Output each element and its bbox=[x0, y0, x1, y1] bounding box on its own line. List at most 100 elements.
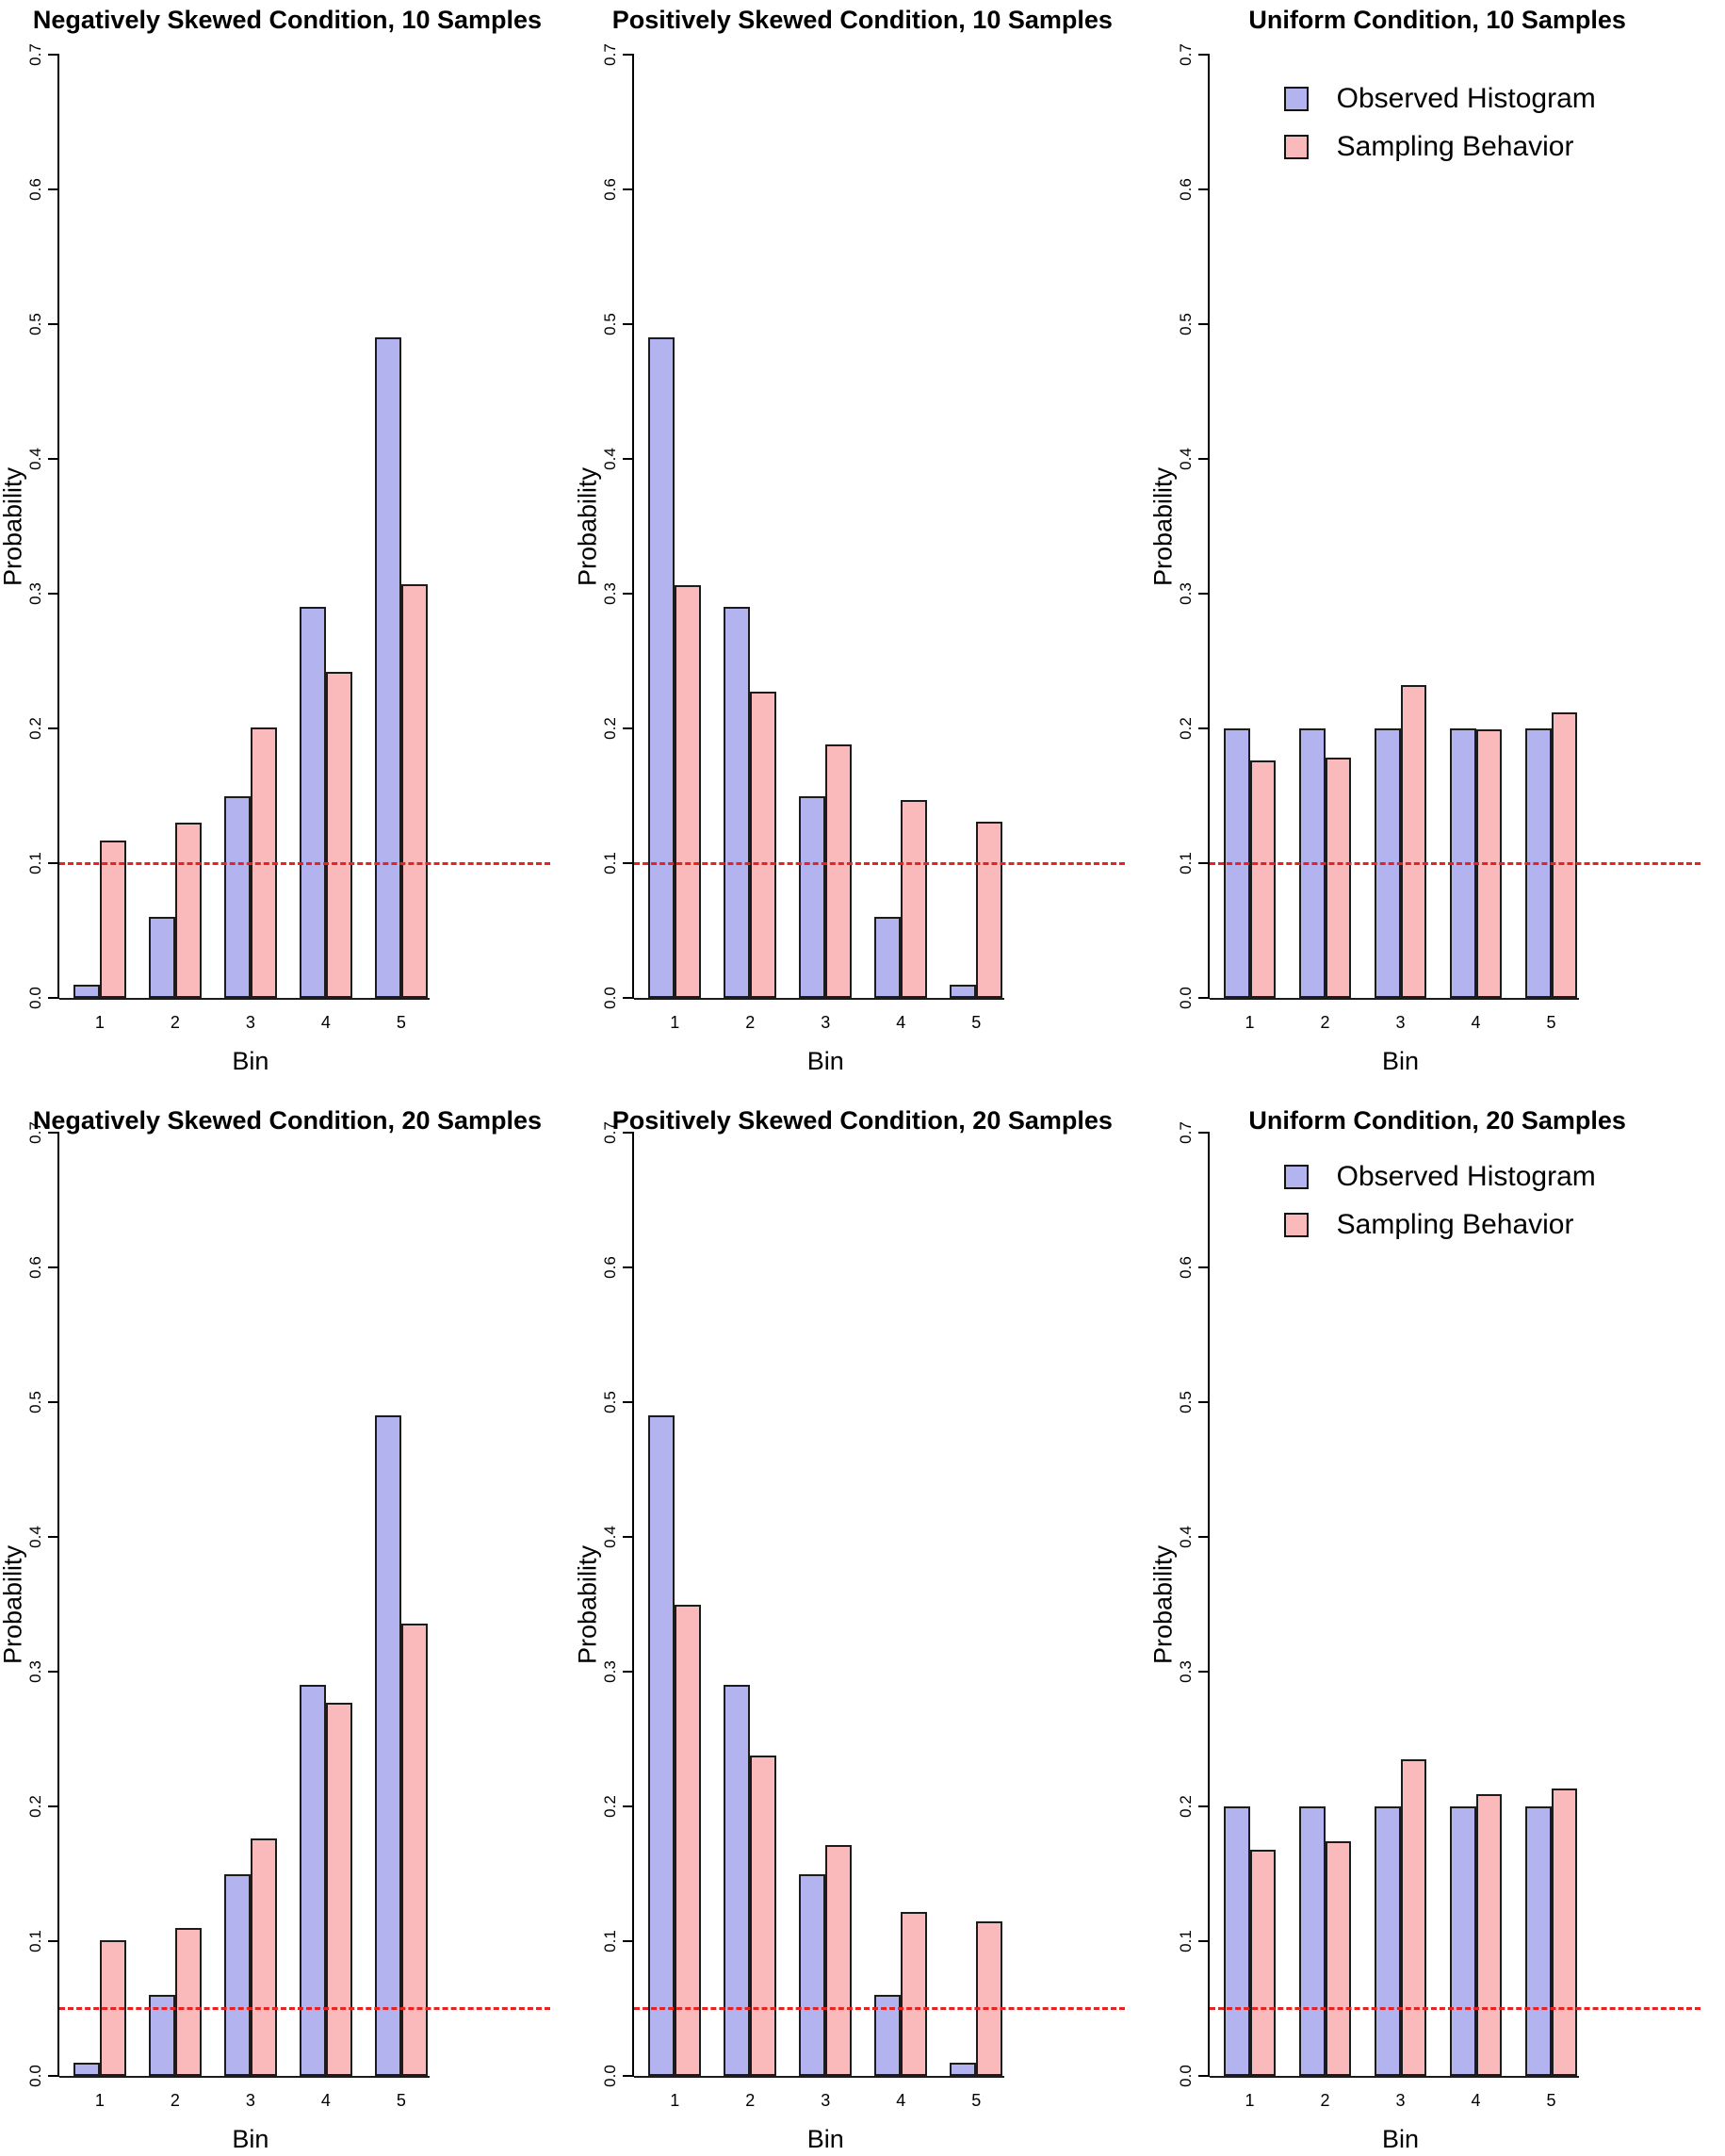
x-tick-label: 5 bbox=[1546, 2091, 1556, 2110]
x-baseline bbox=[1209, 998, 1580, 1000]
y-tick-label: 0.5 bbox=[601, 1391, 620, 1413]
y-tick-label: 0.5 bbox=[601, 313, 620, 335]
y-tick-label: 0.1 bbox=[26, 1930, 44, 1952]
bar-observed-bin1 bbox=[1223, 1806, 1250, 2076]
y-axis-tick bbox=[48, 188, 57, 190]
y-tick-label: 0.1 bbox=[1176, 852, 1195, 874]
y-axis-tick bbox=[623, 862, 633, 864]
reference-line bbox=[634, 861, 1126, 865]
y-axis-tick bbox=[623, 1266, 633, 1268]
bar-sampling-bin2 bbox=[174, 1927, 202, 2076]
y-axis-tick bbox=[48, 997, 57, 999]
y-axis-tick bbox=[1197, 1940, 1208, 1942]
y-axis-tick bbox=[1197, 1132, 1208, 1134]
x-baseline bbox=[59, 2076, 430, 2078]
bar-sampling-bin3 bbox=[825, 1845, 853, 2076]
x-tick-label: 4 bbox=[320, 1013, 331, 1032]
panel-title: Positively Skewed Condition, 10 Samples bbox=[611, 6, 1113, 34]
y-axis-tick bbox=[1197, 727, 1208, 729]
y-tick-label: 0.4 bbox=[601, 1526, 620, 1548]
bar-observed-bin1 bbox=[73, 2062, 100, 2076]
chart-panel-negatively-skewed-condition-10-samples: Negatively Skewed Condition, 10 Samples 0… bbox=[0, 0, 575, 1078]
x-tick-label: 1 bbox=[94, 2091, 105, 2110]
bar-observed-bin3 bbox=[799, 795, 826, 998]
y-axis-tick bbox=[1197, 323, 1208, 325]
x-tick-label: 5 bbox=[396, 1013, 406, 1032]
bar-sampling-bin2 bbox=[174, 823, 202, 998]
y-tick-label: 0.6 bbox=[26, 178, 44, 201]
y-tick-label: 0.5 bbox=[26, 1391, 44, 1413]
y-tick-label: 0.4 bbox=[601, 448, 620, 470]
bar-sampling-bin5 bbox=[1551, 1788, 1578, 2076]
y-axis-tick bbox=[1197, 188, 1208, 190]
y-tick-label: 0.4 bbox=[1176, 1526, 1195, 1548]
x-tick-label: 2 bbox=[170, 2091, 180, 2110]
panel-title: Negatively Skewed Condition, 10 Samples bbox=[32, 6, 543, 34]
x-tick-label: 2 bbox=[170, 1013, 180, 1032]
y-axis-label: Probability bbox=[1148, 466, 1178, 586]
x-tick-label: 3 bbox=[1395, 1013, 1406, 1032]
y-axis-tick bbox=[48, 1671, 57, 1673]
y-tick-label: 0.7 bbox=[1176, 43, 1195, 66]
x-tick-label: 5 bbox=[396, 2091, 406, 2110]
y-axis-tick bbox=[623, 727, 633, 729]
y-tick-label: 0.5 bbox=[1176, 1391, 1195, 1413]
x-tick-label: 1 bbox=[670, 2091, 680, 2110]
bar-observed-bin3 bbox=[224, 795, 251, 998]
bar-observed-bin2 bbox=[724, 1685, 751, 2076]
x-tick-label: 3 bbox=[245, 2091, 255, 2110]
bar-observed-bin3 bbox=[224, 1873, 251, 2076]
x-baseline bbox=[634, 998, 1005, 1000]
y-axis-line bbox=[632, 54, 635, 999]
y-axis-line bbox=[632, 1132, 635, 2077]
y-axis-label: Probability bbox=[573, 466, 602, 586]
panel-title: Uniform Condition, 20 Samples bbox=[1248, 1106, 1626, 1135]
x-axis-label: Bin bbox=[806, 1047, 844, 1075]
panel-title: Positively Skewed Condition, 20 Samples bbox=[611, 1106, 1113, 1135]
y-tick-label: 0.6 bbox=[601, 178, 620, 201]
bar-observed-bin4 bbox=[300, 607, 326, 998]
x-tick-label: 1 bbox=[94, 1013, 105, 1032]
bar-sampling-bin5 bbox=[976, 821, 1003, 998]
y-axis-tick bbox=[48, 323, 57, 325]
y-tick-label: 0.6 bbox=[1176, 178, 1195, 201]
x-tick-label: 3 bbox=[821, 1013, 831, 1032]
bar-observed-bin2 bbox=[1298, 1806, 1326, 2076]
y-tick-label: 0.2 bbox=[26, 717, 44, 740]
y-axis-tick bbox=[623, 1536, 633, 1538]
bar-sampling-bin2 bbox=[750, 1755, 777, 2076]
y-tick-label: 0.2 bbox=[601, 717, 620, 740]
x-baseline bbox=[634, 2076, 1005, 2078]
y-tick-label: 0.1 bbox=[1176, 1930, 1195, 1952]
y-axis-tick bbox=[1197, 862, 1208, 864]
y-axis-tick bbox=[48, 1132, 57, 1134]
panel-title: Uniform Condition, 10 Samples bbox=[1248, 6, 1626, 34]
legend-swatch-observed-histogram bbox=[1283, 87, 1309, 111]
y-tick-label: 0.4 bbox=[26, 448, 44, 470]
bar-sampling-bin2 bbox=[1325, 1841, 1352, 2076]
y-axis-tick bbox=[623, 1805, 633, 1807]
bar-observed-bin2 bbox=[149, 917, 175, 998]
y-axis-line bbox=[1207, 1132, 1210, 2077]
x-tick-label: 3 bbox=[245, 1013, 255, 1032]
x-tick-label: 4 bbox=[896, 1013, 906, 1032]
bar-sampling-bin1 bbox=[1249, 1849, 1277, 2076]
y-tick-label: 0.1 bbox=[601, 852, 620, 874]
x-tick-label: 1 bbox=[1245, 1013, 1255, 1032]
y-tick-label: 0.6 bbox=[1176, 1256, 1195, 1279]
y-tick-label: 0.3 bbox=[1176, 1660, 1195, 1683]
bar-sampling-bin5 bbox=[400, 583, 428, 998]
bar-observed-bin3 bbox=[799, 1873, 826, 2076]
bar-sampling-bin3 bbox=[1400, 1758, 1427, 2076]
chart-panel-uniform-condition-10-samples: Uniform Condition, 10 Samples 0.0 0.1 0.2 0.… bbox=[1148, 0, 1725, 1078]
y-tick-label: 0.0 bbox=[26, 2065, 44, 2087]
y-tick-label: 0.7 bbox=[26, 43, 44, 66]
y-tick-label: 0.7 bbox=[26, 1121, 44, 1144]
bar-observed-bin1 bbox=[73, 984, 100, 998]
bar-observed-bin5 bbox=[375, 1415, 401, 2076]
bar-sampling-bin1 bbox=[1249, 760, 1277, 998]
x-axis-label: Bin bbox=[232, 2125, 269, 2153]
legend-swatch-sampling-behavior bbox=[1283, 1213, 1309, 1237]
y-axis-tick bbox=[1197, 593, 1208, 595]
y-axis-tick bbox=[623, 188, 633, 190]
